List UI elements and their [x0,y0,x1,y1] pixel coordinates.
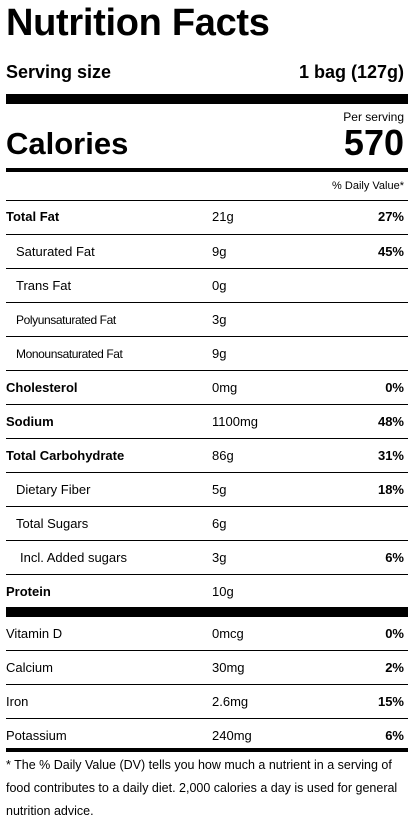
vitamin-amount: 240mg [212,728,252,743]
nutrient-row-saturated-fat: Saturated Fat 9g 45% [6,235,404,269]
divider [6,370,408,371]
vitamin-amount: 2.6mg [212,694,249,709]
vitamin-amount: 0mcg [212,626,244,641]
nutrient-row-monounsaturated-fat: Monounsaturated Fat 9g [6,337,404,371]
nutrient-name: Incl. Added sugars [20,550,127,565]
nutrient-row-trans-fat: Trans Fat 0g [6,269,404,303]
nutrient-amount: 3g [212,312,227,327]
vitamin-row-potassium: Potassium 240mg 6% [6,719,404,753]
nutrient-row-protein: Protein 10g [6,575,404,609]
nutrient-amount: 5g [212,482,227,497]
thick-divider [6,607,408,617]
nutrient-daily-value: 6% [385,550,404,565]
nutrient-daily-value: 48% [377,414,404,429]
vitamin-row-calcium: Calcium 30mg 2% [6,651,404,685]
nutrient-name: Trans Fat [16,278,72,293]
nutrient-name: Total Sugars [16,516,89,531]
label-title: Nutrition Facts [6,2,270,44]
nutrient-row-dietary-fiber: Dietary Fiber 5g 18% [6,473,404,507]
nutrient-name: Total Carbohydrate [6,448,125,463]
divider [6,684,408,685]
nutrient-name: Cholesterol [6,380,78,395]
vitamin-daily-value: 15% [377,694,404,709]
vitamin-row-vitamin-d: Vitamin D 0mcg 0% [6,617,404,651]
divider [6,200,408,201]
vitamin-daily-value: 2% [385,660,404,675]
serving-size-value: 1 bag (127g) [298,61,404,82]
vitamin-row-iron: Iron 2.6mg 15% [6,685,404,719]
divider [6,574,408,575]
nutrient-name: Saturated Fat [16,244,95,259]
divider [6,506,408,507]
per-serving-caption: Per serving [343,110,404,124]
nutrient-amount: 6g [212,516,227,531]
vitamin-name: Calcium [6,660,53,675]
calories-label: Calories [6,126,129,161]
divider [6,302,408,303]
vitamin-daily-value: 0% [385,626,404,641]
nutrient-name: Dietary Fiber [16,482,91,497]
divider [6,336,408,337]
medium-divider [6,748,408,752]
nutrient-amount: 9g [212,244,227,259]
nutrient-amount: 21g [212,209,234,224]
vitamin-amount: 30mg [212,660,245,675]
serving-size-label: Serving size [6,61,112,82]
nutrient-daily-value: 27% [377,209,404,224]
divider [6,438,408,439]
nutrient-daily-value: 18% [377,482,404,497]
nutrient-row-sodium: Sodium 1100mg 48% [6,405,404,439]
divider [6,540,408,541]
divider [6,650,408,651]
nutrient-amount: 0g [212,278,227,293]
daily-value-header: % Daily Value* [332,180,404,192]
divider [6,718,408,719]
divider [6,268,408,269]
medium-divider [6,168,408,172]
nutrient-row-total-carbohydrate: Total Carbohydrate 86g 31% [6,439,404,473]
vitamin-name: Vitamin D [6,626,63,641]
nutrient-name: Total Fat [6,209,60,224]
nutrient-name: Monounsaturated Fat [16,347,123,361]
calories-value: 570 [343,122,404,163]
divider [6,472,408,473]
nutrient-daily-value: 31% [377,448,404,463]
serving-size-row: Serving size 1 bag (127g) [6,58,404,86]
divider [6,234,408,235]
nutrient-row-total-sugars: Total Sugars 6g [6,507,404,541]
nutrient-amount: 86g [212,448,234,463]
nutrient-name: Protein [6,584,51,599]
divider [6,404,408,405]
vitamin-name: Potassium [6,728,67,743]
vitamin-name: Iron [6,694,29,709]
nutrient-daily-value: 0% [385,380,404,395]
nutrient-name: Sodium [6,414,54,429]
nutrient-amount: 3g [212,550,227,565]
vitamin-daily-value: 6% [385,728,404,743]
nutrient-amount: 9g [212,346,227,361]
nutrient-name: Polyunsaturated Fat [16,313,116,327]
nutrient-row-cholesterol: Cholesterol 0mg 0% [6,371,404,405]
nutrient-row-polyunsaturated-fat: Polyunsaturated Fat 3g [6,303,404,337]
thick-divider [6,94,408,104]
nutrient-amount: 1100mg [212,414,259,429]
nutrient-amount: 0mg [212,380,238,395]
nutrient-row-total-fat: Total Fat 21g 27% [6,200,404,234]
nutrient-row-added-sugars: Incl. Added sugars 3g 6% [6,541,404,575]
nutrient-daily-value: 45% [377,244,404,259]
nutrient-amount: 10g [212,584,234,599]
daily-value-footnote: * The % Daily Value (DV) tells you how m… [6,758,398,818]
